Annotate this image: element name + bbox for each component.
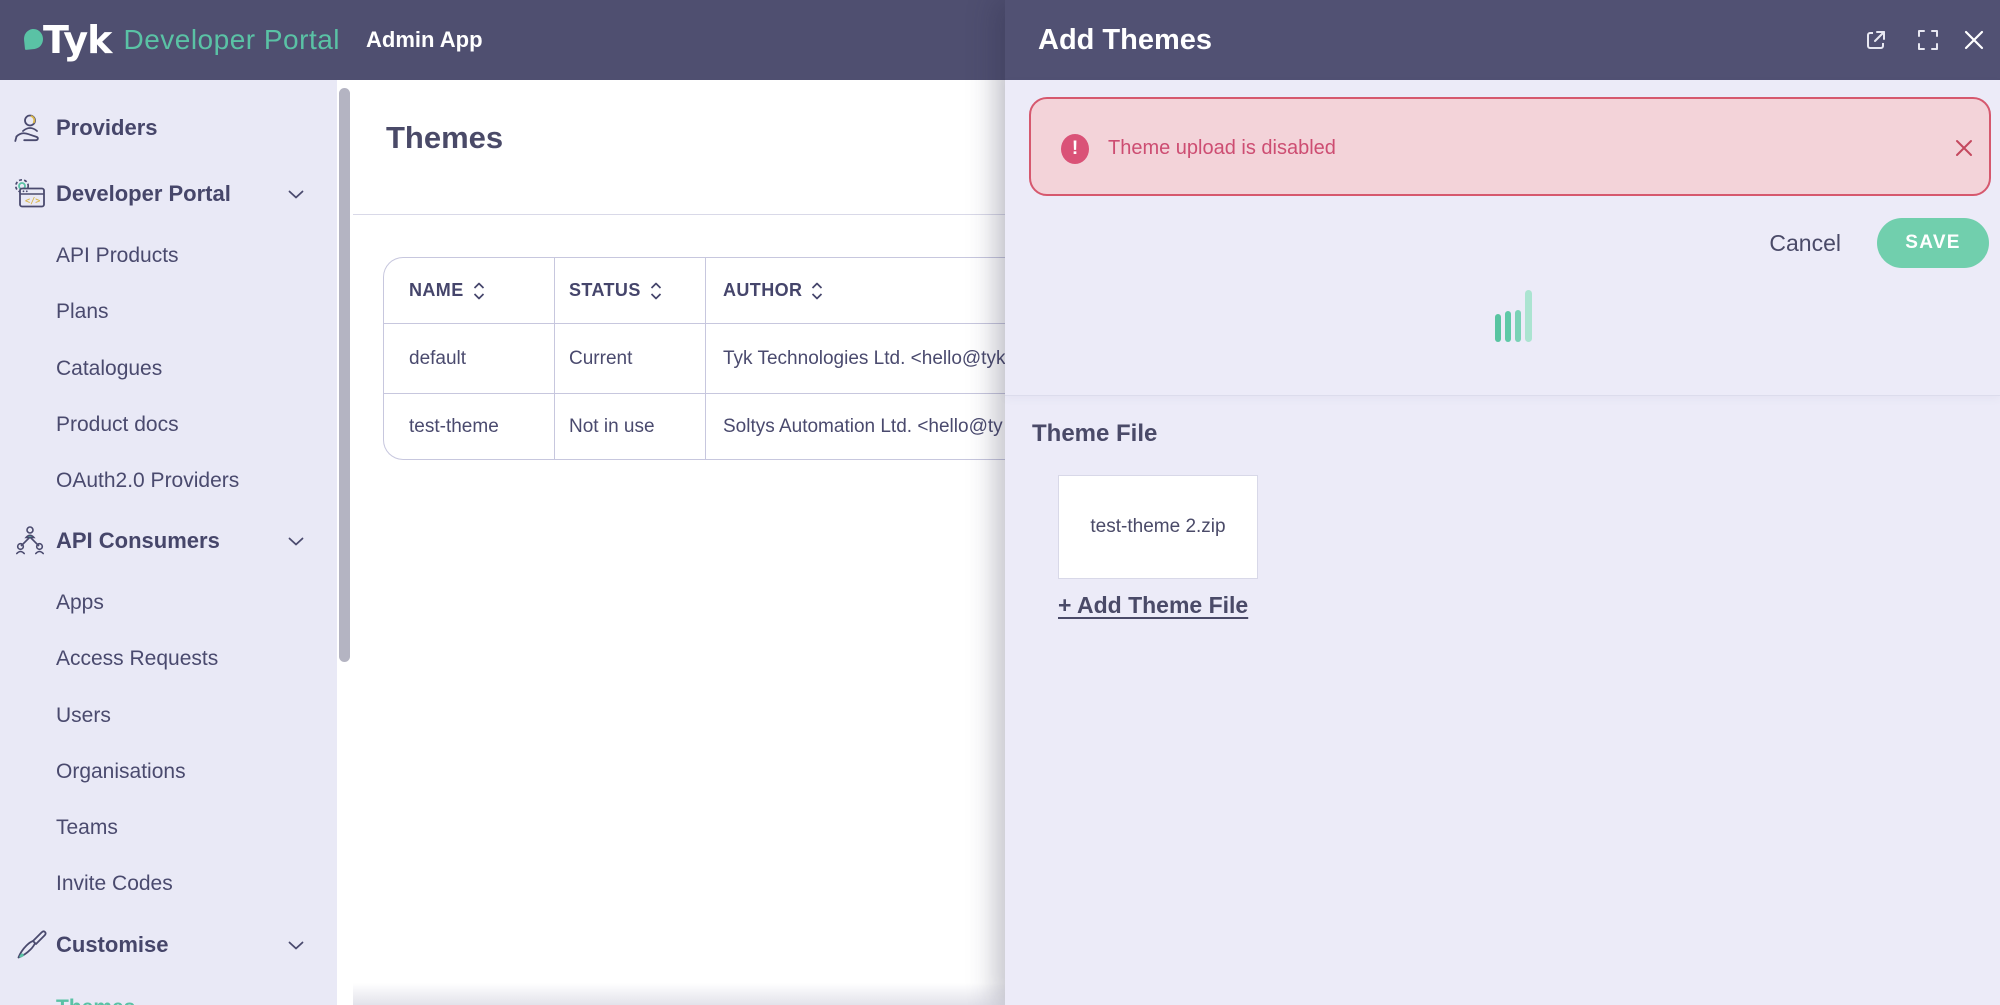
add-themes-drawer: Add Themes [1005,0,2000,1005]
sidebar-item-users[interactable]: Users [56,704,111,727]
drawer-body: ! Theme upload is disabled Cancel SAVE [1005,80,2000,1005]
sort-icon[interactable] [811,282,823,300]
drawer-form-section: ! Theme upload is disabled Cancel SAVE [1005,80,2000,396]
fullscreen-icon[interactable] [1916,28,1940,52]
sidebar-item-invite-codes[interactable]: Invite Codes [56,872,173,895]
add-theme-file-link[interactable]: + Add Theme File [1058,592,1249,618]
sidebar-item-api-consumers[interactable]: API Consumers [0,521,330,561]
loader-bar [1515,310,1521,342]
svg-text:</>: </> [25,197,40,207]
table-header-row: NAME STATUS AUTHOR [384,258,1803,323]
theme-file-name: test-theme 2.zip [1090,516,1226,537]
sidebar-item-access-requests[interactable]: Access Requests [56,647,219,670]
chevron-down-icon[interactable] [288,941,304,950]
error-icon: ! [1061,134,1089,164]
sidebar-scrollbar-track[interactable] [337,80,353,1005]
cancel-button[interactable]: Cancel [1769,230,1841,256]
sidebar-item-oauth-providers[interactable]: OAuth2.0 Providers [56,469,240,492]
theme-file-card[interactable]: test-theme 2.zip [1058,475,1258,579]
tyk-leaf-icon [23,28,44,50]
loader-bar [1525,290,1532,342]
sidebar-scrollbar-thumb[interactable] [339,88,350,662]
sort-icon[interactable] [473,282,485,300]
cell-name: test-theme [384,393,555,459]
cell-name: default [384,323,555,393]
column-header-status[interactable]: STATUS [555,258,706,323]
sort-icon[interactable] [650,282,662,300]
chevron-down-icon[interactable] [288,537,304,546]
drawer-title: Add Themes [1038,24,1213,56]
sidebar-item-organisations[interactable]: Organisations [56,760,186,783]
sidebar-item-api-products[interactable]: API Products [56,244,179,267]
chevron-down-icon[interactable] [288,190,304,199]
loader-bar [1505,311,1511,342]
sidebar-item-themes[interactable]: Themes [0,988,330,1005]
sidebar-item-label: Developer Portal [56,181,231,206]
sidebar-item-plans[interactable]: Plans [56,300,109,323]
sidebar-item-teams[interactable]: Teams [56,816,118,839]
loading-spinner [1495,290,1532,342]
developer-portal-icon: </> [12,176,48,212]
sidebar-item-customise[interactable]: Customise [0,925,330,965]
column-header-author[interactable]: AUTHOR [706,258,1803,323]
providers-icon [12,110,48,146]
save-button[interactable]: SAVE [1877,218,1989,268]
table-row[interactable]: default Current Tyk Technologies Ltd. <h… [384,323,1803,393]
column-header-name[interactable]: NAME [384,258,555,323]
api-consumers-icon [12,523,48,559]
close-icon[interactable] [1962,28,1986,52]
admin-app-label: Admin App [366,27,483,52]
cell-status: Current [555,323,706,393]
logo-suffix: Developer Portal [123,24,341,55]
sidebar-item-catalogues[interactable]: Catalogues [56,357,163,380]
sidebar-nav: Providers </> Developer Portal API [0,80,353,1005]
page-title: Themes [386,120,504,155]
open-in-new-window-icon[interactable] [1864,28,1888,52]
theme-file-heading: Theme File [1032,420,1158,447]
logo-text: Tyk [43,18,112,62]
error-alert: ! Theme upload is disabled [1029,97,1991,196]
sidebar-item-apps[interactable]: Apps [56,591,104,614]
cell-status: Not in use [555,393,706,459]
alert-close-icon[interactable] [1951,135,1977,161]
tyk-logo[interactable]: Tyk Developer Portal Admin App [23,0,483,80]
sidebar-item-label: Providers [56,115,158,140]
loader-bar [1495,314,1501,342]
drawer-header: Add Themes [1005,0,2000,80]
customise-icon [12,927,48,963]
sidebar-item-providers[interactable]: Providers [0,108,330,148]
sidebar-item-product-docs[interactable]: Product docs [56,413,179,436]
sidebar-item-developer-portal[interactable]: </> Developer Portal [0,174,330,214]
alert-message: Theme upload is disabled [1108,137,1336,159]
